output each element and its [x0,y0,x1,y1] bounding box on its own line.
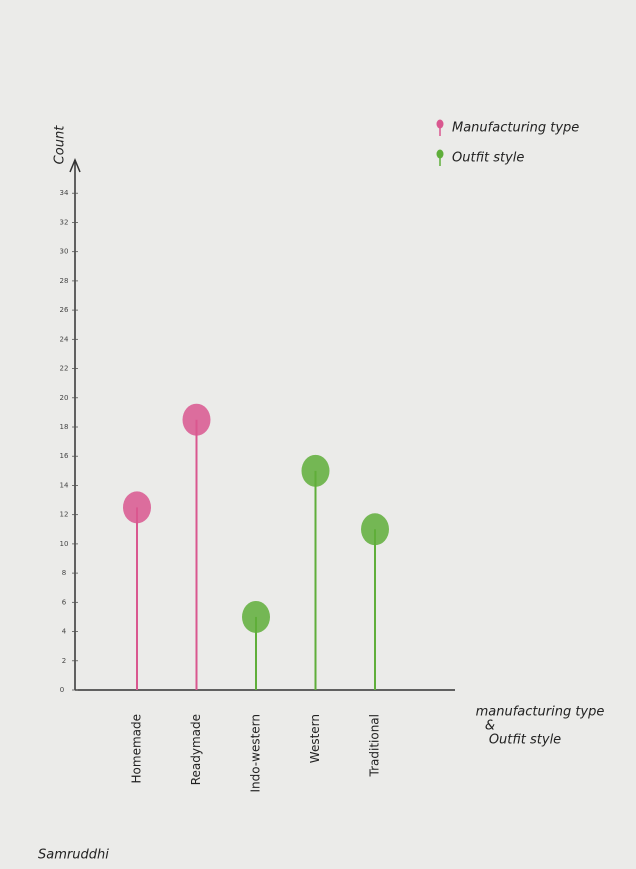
x-tick-label: Western [308,714,322,763]
y-tick-label: 34 [60,189,69,197]
y-tick-label: 24 [60,335,69,343]
dot [123,491,151,524]
dot [301,454,330,487]
y-tick-label: 8 [62,569,66,577]
x-tick-label: Homemade [130,714,144,783]
x-tick-label: Indo-western [249,714,263,793]
x-tick-label: Traditional [368,714,382,777]
y-tick-label: 6 [62,598,67,606]
dot [242,600,270,633]
y-axis-label: Count [53,125,68,165]
legend-label: Outfit style [452,151,524,166]
x-tick-label: Readymade [189,714,203,785]
y-tick-label: 26 [60,306,69,314]
y-tick-label: 14 [60,481,69,489]
y-axis-arrow [69,158,81,173]
y-tick-label: 20 [60,394,69,402]
dot [182,403,211,436]
y-tick-label: 2 [62,657,66,665]
y-tick-label: 4 [62,628,67,636]
y-tick-label: 18 [60,423,69,431]
signature: Samruddhi [38,848,109,863]
x-axis-label: manufacturing type [476,705,605,720]
y-tick-label: 30 [60,248,69,256]
x-axis-label: & [485,719,495,734]
y-tick-label: 16 [60,452,69,460]
y-tick-label: 32 [60,218,69,226]
y-tick-label: 10 [60,540,69,548]
y-tick-label: 22 [60,365,69,373]
y-tick-label: 28 [60,277,69,285]
y-tick-label: 0 [60,686,64,694]
legend-swatch [436,119,444,129]
x-axis-label: Outfit style [489,733,561,748]
legend-swatch [436,149,444,159]
legend-label: Manufacturing type [452,121,579,136]
dot [361,513,389,546]
y-tick-label: 12 [60,511,69,519]
